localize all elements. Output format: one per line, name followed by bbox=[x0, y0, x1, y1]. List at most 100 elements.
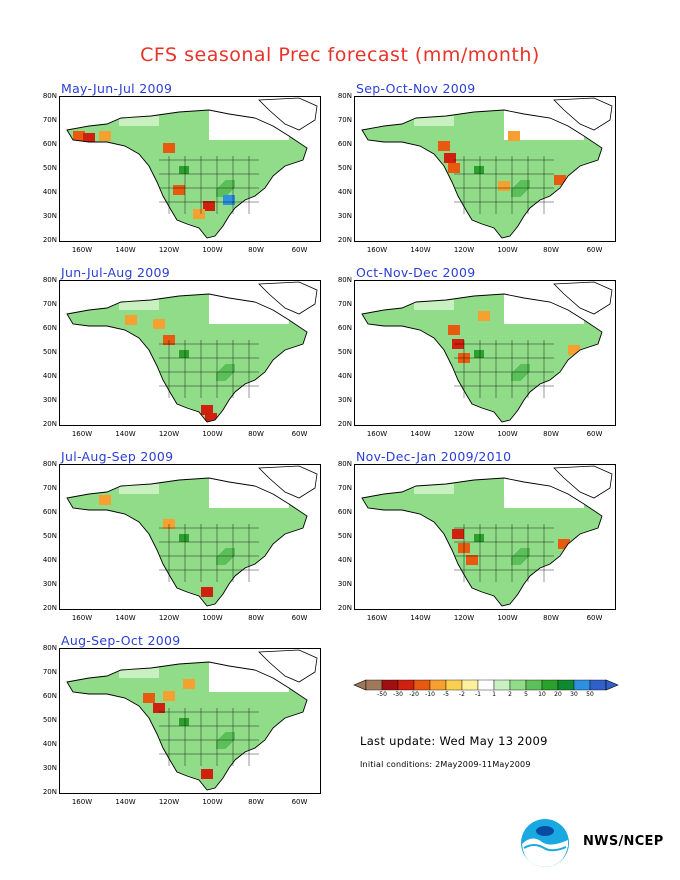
lat-tick-label: 70N bbox=[337, 116, 352, 124]
lat-tick-label: 60N bbox=[42, 324, 57, 332]
lat-tick-label: 40N bbox=[42, 556, 57, 564]
forecast-map-panel: Nov-Dec-Jan 2009/2010 80N 70N 60N 50N 40N 30N 2… bbox=[338, 449, 616, 622]
lat-tick-label: 70N bbox=[42, 484, 57, 492]
lat-tick-label: 80N bbox=[42, 92, 57, 100]
lon-tick-label: 120W bbox=[158, 798, 180, 806]
lon-tick-label: 100W bbox=[202, 614, 223, 622]
lon-tick-label: 140W bbox=[115, 430, 136, 438]
colorbar-segment bbox=[477, 679, 495, 691]
lon-tick-label: 60W bbox=[291, 614, 308, 622]
colorbar-segment bbox=[525, 679, 543, 691]
colorbar-segment bbox=[445, 679, 463, 691]
lon-tick-label: 120W bbox=[158, 246, 180, 254]
lat-tick-label: 20N bbox=[42, 236, 57, 244]
lat-tick-label: 30N bbox=[42, 764, 57, 772]
lat-tick-label: 80N bbox=[337, 92, 352, 100]
lat-tick-label: 60N bbox=[42, 508, 57, 516]
colorbar-ticks: -50 -30 -20 -10 -5 -2 -1 1 2 5 10 20 30 50 bbox=[352, 691, 628, 701]
lat-tick-label: 50N bbox=[42, 716, 57, 724]
lat-tick-label: 30N bbox=[42, 396, 57, 404]
lon-tick-label: 60W bbox=[291, 246, 308, 254]
panel-title: May-Jun-Jul 2009 bbox=[61, 81, 173, 96]
colorbar-tick-label: -1 bbox=[475, 691, 481, 698]
colorbar-segment bbox=[381, 679, 399, 691]
colorbar-tick-label: -2 bbox=[459, 691, 465, 698]
lat-tick-label: 60N bbox=[42, 140, 57, 148]
colorbar-segment bbox=[461, 679, 479, 691]
lon-tick-label: 60W bbox=[586, 614, 603, 622]
lon-tick-label: 140W bbox=[410, 614, 431, 622]
forecast-map-panel: Sep-Oct-Nov 2009 80N 70N 60N 50N 40N 30N 20N 160… bbox=[338, 81, 616, 254]
lat-tick-label: 40N bbox=[42, 740, 57, 748]
lat-tick-label: 80N bbox=[337, 460, 352, 468]
colorbar-tick-label: -30 bbox=[393, 691, 403, 698]
lon-tick-label: 60W bbox=[586, 430, 603, 438]
lat-tick-label: 70N bbox=[337, 484, 352, 492]
lon-tick-label: 160W bbox=[71, 430, 93, 438]
colorbar-tick-label: 5 bbox=[524, 691, 528, 698]
lat-tick-label: 80N bbox=[42, 644, 57, 652]
colorbar-tick-label: 2 bbox=[508, 691, 512, 698]
lon-tick-label: 80W bbox=[248, 614, 264, 622]
agency-label: NWS/NCEP bbox=[583, 834, 664, 849]
lon-tick-label: 120W bbox=[158, 430, 180, 438]
lon-tick-label: 100W bbox=[497, 430, 518, 438]
colorbar-tick-label: 20 bbox=[554, 691, 562, 698]
lon-tick-label: 60W bbox=[586, 246, 603, 254]
lon-tick-label: 140W bbox=[410, 430, 431, 438]
lat-tick-label: 50N bbox=[337, 532, 352, 540]
lon-tick-label: 100W bbox=[497, 614, 518, 622]
lat-tick-label: 50N bbox=[42, 532, 57, 540]
lon-tick-label: 160W bbox=[366, 430, 388, 438]
colorbar-tick-label: -10 bbox=[425, 691, 435, 698]
lat-tick-label: 80N bbox=[337, 276, 352, 284]
lon-tick-label: 120W bbox=[453, 614, 475, 622]
colorbar-tick-label: 50 bbox=[586, 691, 594, 698]
colorbar-tick-label: 10 bbox=[538, 691, 546, 698]
lon-tick-label: 100W bbox=[202, 798, 223, 806]
lon-tick-label: 100W bbox=[202, 246, 223, 254]
lat-tick-label: 20N bbox=[42, 788, 57, 796]
lat-tick-label: 30N bbox=[337, 580, 352, 588]
colorbar-segment bbox=[429, 679, 447, 691]
lon-tick-label: 80W bbox=[543, 246, 559, 254]
lat-tick-label: 60N bbox=[337, 508, 352, 516]
colorbar-tick-label: -20 bbox=[409, 691, 419, 698]
lon-tick-label: 60W bbox=[291, 798, 308, 806]
lon-tick-label: 100W bbox=[202, 430, 223, 438]
lat-tick-label: 40N bbox=[337, 372, 352, 380]
lon-tick-label: 160W bbox=[366, 246, 388, 254]
colorbar-tick-label: -50 bbox=[377, 691, 387, 698]
lon-tick-label: 120W bbox=[453, 430, 475, 438]
lat-tick-label: 80N bbox=[42, 460, 57, 468]
lat-tick-label: 40N bbox=[42, 372, 57, 380]
lat-tick-label: 30N bbox=[337, 396, 352, 404]
lon-tick-label: 160W bbox=[71, 798, 93, 806]
lat-tick-label: 50N bbox=[42, 348, 57, 356]
colorbar-segment bbox=[365, 679, 383, 691]
noaa-logo-icon bbox=[521, 819, 569, 867]
lon-tick-label: 160W bbox=[71, 614, 93, 622]
colorbar bbox=[353, 679, 619, 691]
precip-map bbox=[59, 96, 321, 242]
colorbar-segment bbox=[589, 679, 607, 691]
lon-tick-label: 140W bbox=[115, 614, 136, 622]
lat-tick-label: 40N bbox=[337, 556, 352, 564]
lat-tick-label: 50N bbox=[42, 164, 57, 172]
lon-tick-label: 160W bbox=[366, 614, 388, 622]
precip-map bbox=[354, 280, 616, 426]
colorbar-segment bbox=[557, 679, 575, 691]
panel-title: Jun-Jul-Aug 2009 bbox=[61, 265, 171, 280]
lat-tick-label: 30N bbox=[42, 212, 57, 220]
colorbar-segment bbox=[413, 679, 431, 691]
lat-tick-label: 20N bbox=[337, 420, 352, 428]
colorbar-segment bbox=[509, 679, 527, 691]
lon-tick-label: 120W bbox=[453, 246, 475, 254]
lat-tick-label: 20N bbox=[42, 420, 57, 428]
lat-tick-label: 50N bbox=[337, 164, 352, 172]
panel-title: Sep-Oct-Nov 2009 bbox=[356, 81, 476, 96]
colorbar-tick-label: -5 bbox=[443, 691, 449, 698]
lat-tick-label: 60N bbox=[42, 692, 57, 700]
forecast-map-panel: Aug-Sep-Oct 2009 80N 70N 60N 50N 40N 30N 20N 160… bbox=[43, 633, 321, 806]
lat-tick-label: 20N bbox=[337, 604, 352, 612]
